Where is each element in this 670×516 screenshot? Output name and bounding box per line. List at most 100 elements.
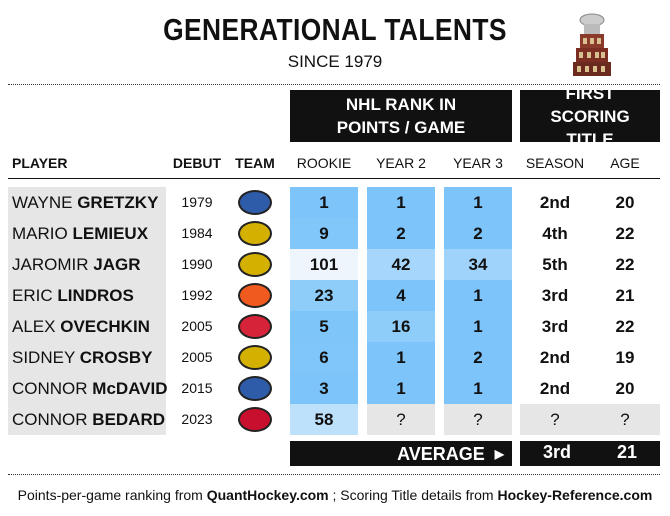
title-season: ?	[550, 410, 560, 429]
year2-rank: 1	[367, 373, 435, 404]
team-logo-icon	[238, 376, 272, 401]
rookie-rank: 23	[290, 280, 358, 311]
average-age: 21	[616, 442, 637, 462]
title-season: 2nd	[539, 379, 571, 398]
source-hockey-reference: Hockey-Reference.com	[497, 487, 653, 503]
player-last-name: CROSBY	[79, 348, 153, 367]
average-season: 3rd	[542, 442, 571, 462]
rookie-rank: 101	[290, 249, 358, 280]
debut-year: 2005	[181, 349, 213, 365]
team-logo-icon	[238, 252, 272, 277]
rookie-rank: 5	[290, 311, 358, 342]
year3-rank: 1	[444, 311, 512, 342]
title-age: 20	[615, 379, 635, 398]
player-first-name: JAROMIR	[12, 255, 89, 274]
average-bar: AVERAGE ▶	[290, 441, 512, 466]
rookie-rank: 9	[290, 218, 358, 249]
page-title: GENERATIONAL TALENTS	[163, 12, 507, 47]
col-year3: YEAR 3	[453, 155, 503, 171]
credits: Points-per-game ranking from QuantHockey…	[0, 487, 670, 503]
player-last-name: LINDROS	[57, 286, 134, 305]
first-title-header: FIRST SCORING TITLE	[520, 84, 660, 149]
debut-year: 1979	[181, 194, 213, 210]
debut-year: 2023	[181, 411, 213, 427]
player-last-name: JAGR	[93, 255, 141, 274]
title-age: 19	[615, 348, 635, 367]
player-name: CONNOR McDAVID	[8, 373, 168, 404]
player-last-name: OVECHKIN	[60, 317, 150, 336]
credits-text: ; Scoring Title details from	[328, 487, 498, 503]
title-season: 5th	[542, 255, 568, 274]
team-logo-icon	[238, 190, 272, 215]
team-logo-icon	[238, 221, 272, 246]
year3-rank: 1	[444, 280, 512, 311]
year2-rank: 2	[367, 218, 435, 249]
arrow-right-icon: ▶	[494, 447, 504, 461]
title-age: 20	[615, 193, 635, 212]
debut-year: 2005	[181, 318, 213, 334]
team-logo-icon	[238, 345, 272, 370]
col-year2: YEAR 2	[376, 155, 426, 171]
player-first-name: CONNOR	[12, 410, 88, 429]
table-row: SIDNEY CROSBY 2005 6 1 2 2nd 19	[0, 342, 670, 373]
player-name: JAROMIR JAGR	[8, 249, 166, 280]
player-name: MARIO LEMIEUX	[8, 218, 166, 249]
title-age: 22	[615, 255, 635, 274]
table-row: CONNOR McDAVID 2015 3 1 1 2nd 20	[0, 373, 670, 404]
rookie-rank: 6	[290, 342, 358, 373]
title-season: 2nd	[539, 193, 571, 212]
player-first-name: WAYNE	[12, 193, 73, 212]
average-label: AVERAGE	[397, 444, 485, 464]
col-team: TEAM	[235, 155, 275, 171]
player-name: SIDNEY CROSBY	[8, 342, 166, 373]
title-season: 3rd	[541, 317, 569, 336]
title-season: 3rd	[541, 286, 569, 305]
year3-rank: 2	[444, 342, 512, 373]
year2-rank: 1	[367, 342, 435, 373]
average-values: 3rd 21	[520, 441, 660, 466]
title-age: 22	[615, 224, 635, 243]
year2-rank: 4	[367, 280, 435, 311]
title-age: 22	[615, 317, 635, 336]
player-name: ERIC LINDROS	[8, 280, 166, 311]
player-last-name: LEMIEUX	[72, 224, 149, 243]
player-last-name: BEDARD	[92, 410, 166, 429]
rookie-rank: 1	[290, 187, 358, 218]
title-age: 21	[615, 286, 635, 305]
divider	[8, 474, 660, 475]
year2-rank: 16	[367, 311, 435, 342]
title-season: 4th	[542, 224, 568, 243]
player-first-name: CONNOR	[12, 379, 88, 398]
col-debut: DEBUT	[172, 155, 222, 171]
title-season: 2nd	[539, 348, 571, 367]
player-name: WAYNE GRETZKY	[8, 187, 166, 218]
player-last-name: GRETZKY	[77, 193, 159, 212]
credits-text: Points-per-game ranking from	[17, 487, 207, 503]
debut-year: 1992	[181, 287, 213, 303]
table-row: ERIC LINDROS 1992 23 4 1 3rd 21	[0, 280, 670, 311]
rookie-rank: 58	[290, 404, 358, 435]
debut-year: 2015	[181, 380, 213, 396]
debut-year: 1984	[181, 225, 213, 241]
player-last-name: McDAVID	[92, 379, 168, 398]
year3-rank: 1	[444, 187, 512, 218]
table-row: JAROMIR JAGR 1990 101 42 34 5th 22	[0, 249, 670, 280]
trophy-icon	[573, 13, 611, 76]
col-season: SEASON	[525, 155, 585, 171]
team-logo-icon	[238, 407, 272, 432]
year3-rank: ?	[444, 404, 512, 435]
debut-year: 1990	[181, 256, 213, 272]
table-row: CONNOR BEDARD 2023 58 ? ? ? ?	[0, 404, 670, 435]
title-age: ?	[620, 410, 630, 429]
player-name: CONNOR BEDARD	[8, 404, 166, 435]
table-row: MARIO LEMIEUX 1984 9 2 2 4th 22	[0, 218, 670, 249]
nhl-rank-header: NHL RANK IN POINTS / GAME	[290, 90, 512, 142]
team-logo-icon	[238, 314, 272, 339]
rookie-rank: 3	[290, 373, 358, 404]
divider	[8, 84, 660, 85]
player-first-name: MARIO	[12, 224, 68, 243]
year2-rank: 1	[367, 187, 435, 218]
col-rookie: ROOKIE	[296, 155, 352, 171]
year3-rank: 34	[444, 249, 512, 280]
player-first-name: ALEX	[12, 317, 56, 336]
